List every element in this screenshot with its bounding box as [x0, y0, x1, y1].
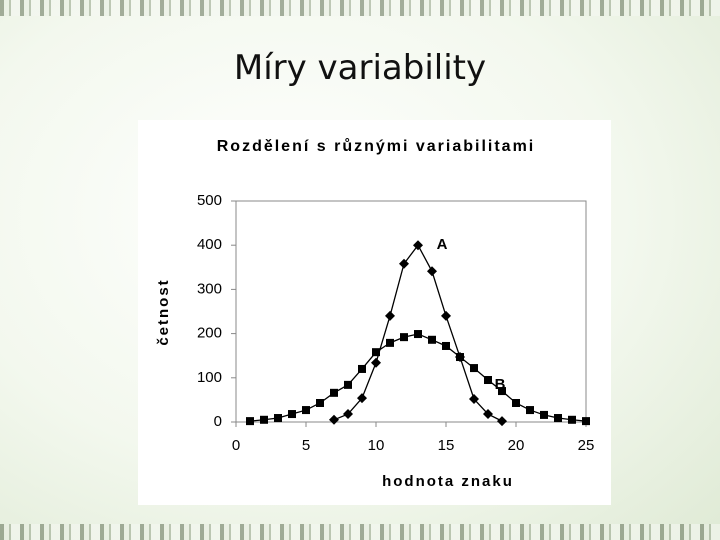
marker [288, 410, 296, 419]
marker [329, 414, 339, 425]
marker [442, 341, 450, 350]
marker [358, 364, 366, 373]
x-tick-label: 25 [578, 437, 595, 454]
chart-title: Rozdělení s různými variabilitami [217, 138, 536, 155]
marker [469, 394, 479, 405]
x-tick-label: 5 [302, 437, 310, 454]
marker [400, 333, 408, 342]
plot-frame [235, 200, 587, 423]
marker [357, 393, 367, 404]
marker [427, 266, 437, 277]
marker [456, 353, 464, 362]
marker [483, 409, 493, 420]
y-tick-label: 400 [197, 236, 222, 253]
x-tick-label: 15 [438, 437, 455, 454]
y-tick-label: 300 [197, 280, 222, 297]
marker [330, 388, 338, 397]
series-label: B [495, 376, 506, 393]
marker [343, 409, 353, 420]
y-tick-label: 500 [197, 192, 222, 209]
decor-strip [0, 0, 720, 16]
x-tick-label: 20 [508, 437, 525, 454]
marker [371, 357, 381, 368]
marker [497, 416, 507, 427]
y-tick-label: 200 [197, 325, 222, 342]
marker [385, 310, 395, 321]
marker [428, 335, 436, 344]
series-label: A [437, 236, 448, 253]
marker [344, 380, 352, 389]
y-tick-label: 100 [197, 369, 222, 386]
y-tick-label: 0 [214, 413, 222, 430]
marker [512, 398, 520, 407]
marker [526, 406, 534, 415]
marker [540, 410, 548, 419]
chart: Rozdělení s různými variabilitami hodnot… [138, 120, 611, 505]
y-axis-label: četnost [155, 278, 172, 345]
marker [372, 348, 380, 357]
marker [498, 387, 506, 396]
marker [316, 398, 324, 407]
x-axis-label: hodnota znaku [382, 473, 514, 490]
marker [441, 310, 451, 321]
marker [414, 330, 422, 339]
marker [246, 417, 254, 426]
marker [484, 376, 492, 385]
series-line [249, 333, 587, 422]
x-tick-label: 0 [232, 437, 240, 454]
marker [554, 414, 562, 423]
x-tick-label: 10 [368, 437, 385, 454]
marker [386, 338, 394, 347]
marker [413, 240, 423, 251]
slide-title: Míry variability [233, 48, 487, 88]
marker [399, 258, 409, 269]
marker [260, 415, 268, 424]
marker [568, 415, 576, 424]
decor-strip [0, 524, 720, 540]
marker [302, 406, 310, 415]
marker [274, 414, 282, 423]
marker [582, 417, 590, 426]
marker [470, 364, 478, 373]
